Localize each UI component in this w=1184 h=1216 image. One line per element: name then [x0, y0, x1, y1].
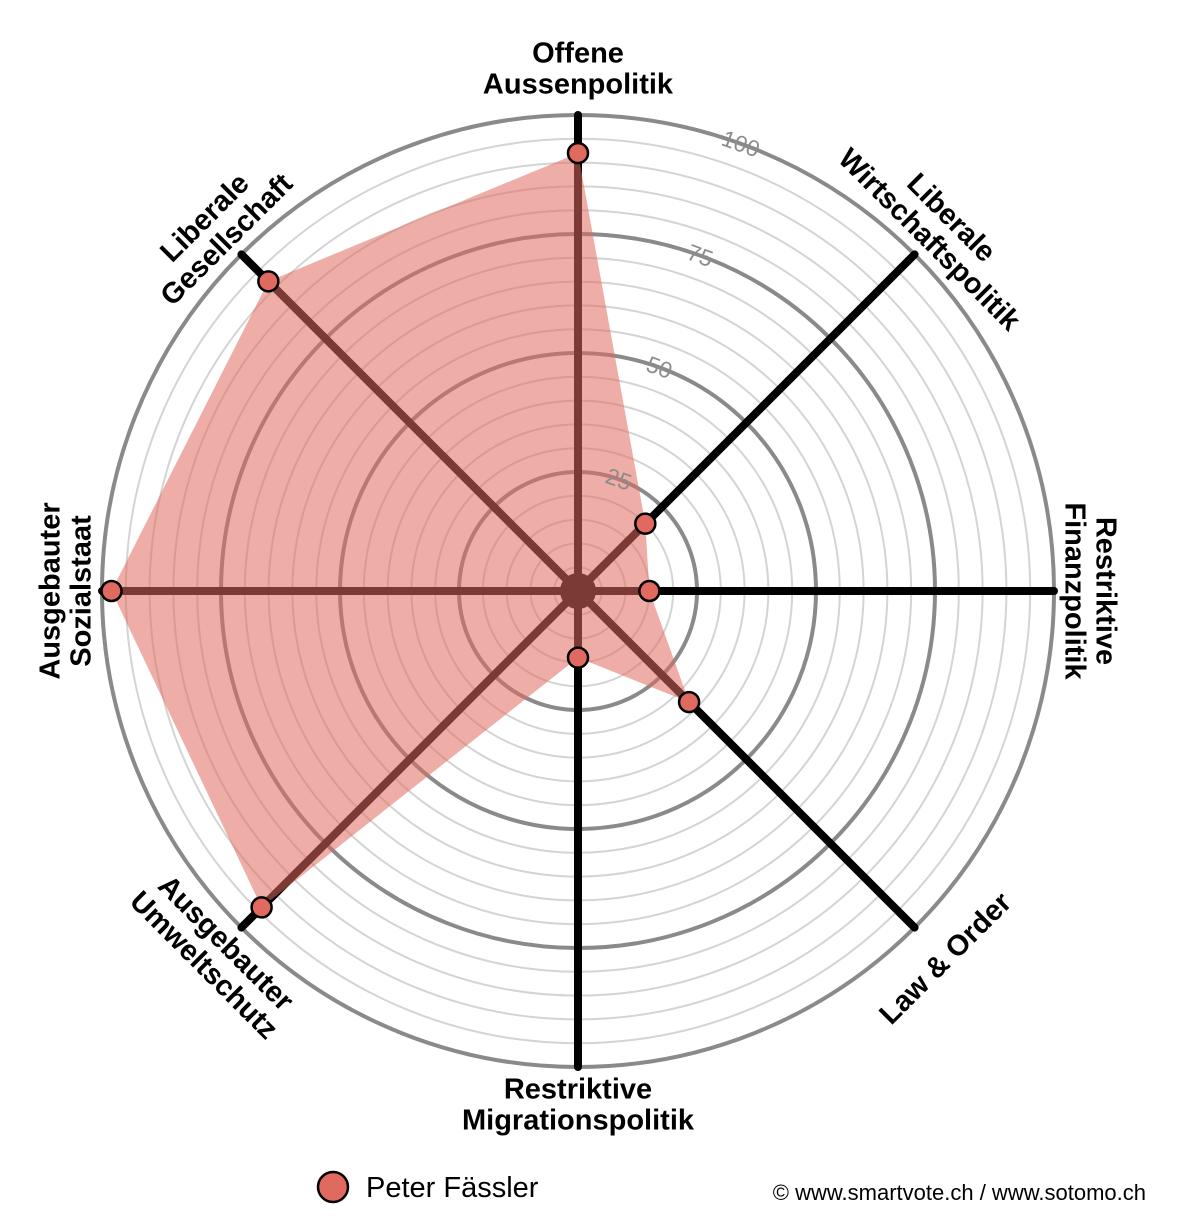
data-point — [100, 579, 123, 603]
series-points — [100, 141, 701, 919]
axis-label-line: Sozialstaat — [66, 515, 98, 667]
series-area — [111, 153, 690, 908]
legend-label: Peter Fässler — [366, 1172, 539, 1204]
axis-label-line: Aussenpolitik — [483, 69, 674, 101]
data-point — [638, 579, 661, 603]
axis-label-line: Restriktive — [1090, 517, 1122, 665]
copyright-text: © www.smartvote.ch / www.sotomo.ch — [773, 1180, 1146, 1205]
legend: Peter Fässler — [316, 1170, 539, 1204]
data-point — [634, 512, 657, 535]
axis-label-line: Offene — [532, 38, 624, 70]
series-polygon — [111, 153, 690, 908]
axis-label-line: Finanzpolitik — [1059, 502, 1091, 680]
axis-label: Ausgebauter Sozialstaat — [35, 502, 98, 679]
axis-label-line: Restriktive — [504, 1074, 652, 1106]
axis-label-line: Ausgebauter — [35, 502, 67, 679]
data-point — [257, 270, 280, 293]
tick-label: 50 — [643, 351, 676, 384]
tick-label: 75 — [684, 239, 717, 272]
data-point — [250, 896, 273, 919]
tick-label: 100 — [718, 125, 763, 163]
axis-label-line: Migrationspolitik — [462, 1105, 695, 1137]
legend-marker — [316, 1170, 350, 1204]
data-point — [566, 141, 590, 165]
data-point — [677, 690, 701, 714]
data-point — [566, 646, 590, 669]
